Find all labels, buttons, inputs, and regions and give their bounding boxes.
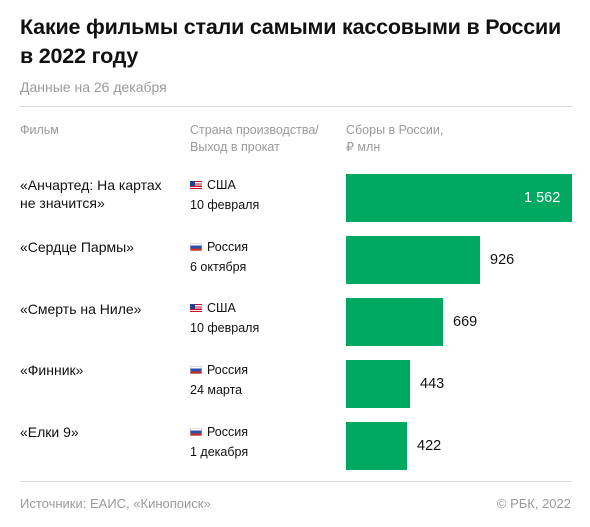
top-divider (20, 106, 572, 107)
film-title-line1: «Финник» (20, 362, 84, 378)
chart-subtitle: Данные на 26 декабря (20, 79, 167, 95)
ru-flag-icon (190, 366, 202, 374)
release-date: 6 октября (190, 260, 247, 274)
column-header-country-line1: Страна производства/ (190, 123, 319, 137)
ru-flag-icon (190, 243, 202, 251)
country-name: США (207, 178, 236, 192)
column-header-country-line2: Выход в прокат (190, 140, 280, 154)
release-date: 24 марта (190, 383, 243, 397)
bar-value-label: 1 562 (524, 190, 561, 206)
release-date: 10 февраля (190, 198, 260, 212)
film-title: «Анчартед: На картах не значится» (20, 176, 188, 212)
country-name: США (207, 301, 236, 315)
film-title-line1: «Анчартед: На картах (20, 177, 162, 193)
chart-title: Какие фильмы стали самыми кассовыми в Ро… (20, 15, 562, 68)
copyright-note: © РБК, 2022 (496, 496, 571, 511)
column-header-film: Фильм (20, 123, 59, 137)
bar-finnik (346, 360, 410, 408)
bar-value-label: 422 (417, 438, 442, 454)
column-header-gross-line2: ₽ млн (346, 140, 381, 154)
bar-value-label: 926 (490, 252, 515, 268)
bar-elki-9 (346, 422, 407, 470)
bar-value-label: 669 (453, 314, 478, 330)
us-flag-icon (190, 304, 202, 312)
bar-value-label: 443 (420, 376, 445, 392)
film-title: «Смерть на Ниле» (20, 300, 188, 318)
film-title-line1: «Сердце Пармы» (20, 239, 134, 255)
country-cell: Россия (190, 362, 248, 378)
us-flag-icon (190, 181, 202, 189)
film-title: «Финник» (20, 361, 188, 379)
film-title-line1: «Смерть на Ниле» (20, 301, 142, 317)
release-date: 1 декабря (190, 445, 249, 459)
column-header-country: Страна производства/ Выход в прокат (190, 122, 319, 156)
column-header-gross-line1: Сборы в России, (346, 123, 444, 137)
country-cell: Россия (190, 239, 248, 255)
bar-uncharted (346, 174, 572, 222)
release-date: 10 февраля (190, 321, 260, 335)
bar-serdce-parmy (346, 236, 480, 284)
film-title-line1: «Елки 9» (20, 424, 79, 440)
bar-death-on-nile (346, 298, 443, 346)
film-title-line2: не значится» (20, 195, 105, 211)
source-note: Источники: ЕАИС, «Кинопоиск» (20, 496, 211, 511)
country-name: Россия (207, 240, 248, 254)
film-title: «Елки 9» (20, 423, 188, 441)
film-title: «Сердце Пармы» (20, 238, 188, 256)
country-cell: Россия (190, 424, 248, 440)
column-header-gross: Сборы в России, ₽ млн (346, 122, 443, 156)
bottom-divider (20, 481, 572, 482)
ru-flag-icon (190, 428, 202, 436)
country-name: Россия (207, 425, 248, 439)
country-cell: США (190, 177, 236, 193)
country-name: Россия (207, 363, 248, 377)
country-cell: США (190, 300, 236, 316)
